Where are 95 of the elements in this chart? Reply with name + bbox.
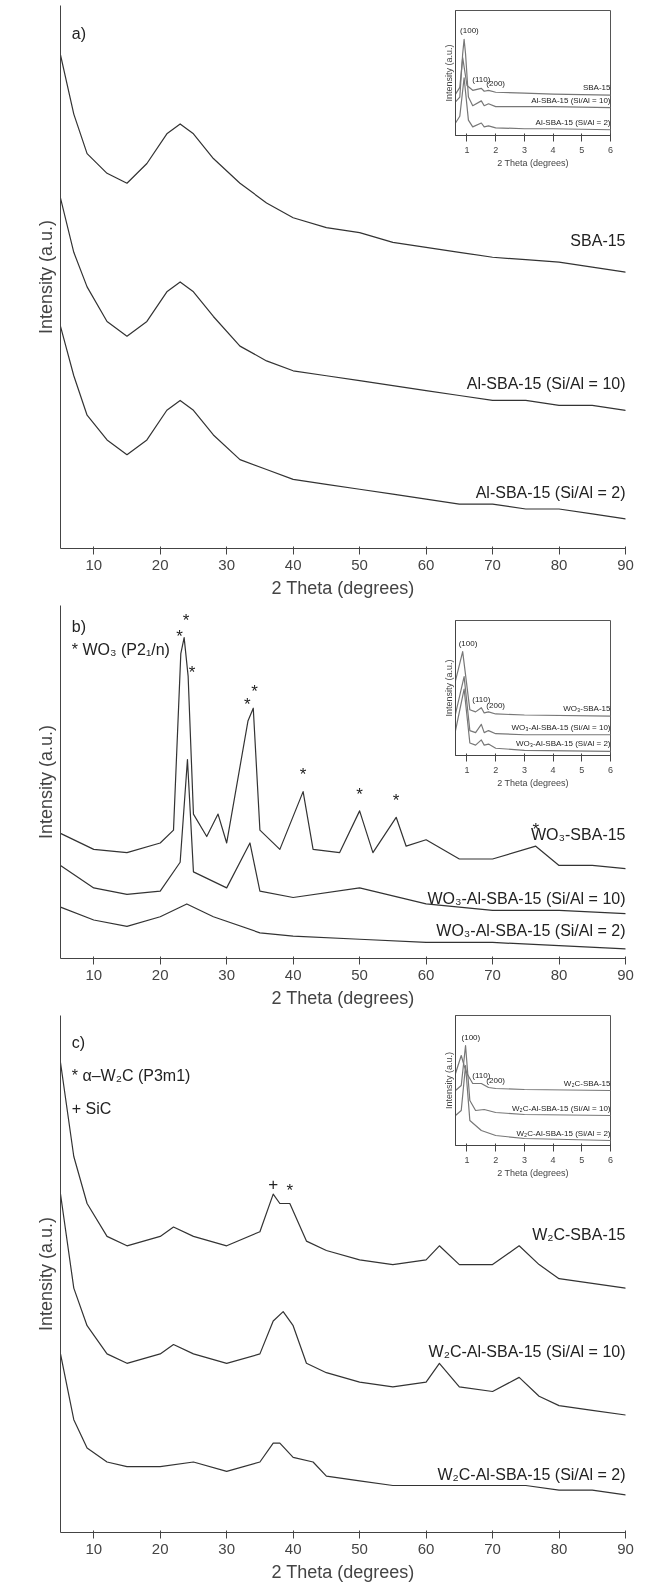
annotation: (110) (472, 1070, 491, 1080)
series-label: W₂C-Al-SBA-15 (Si/Al = 2) (437, 1465, 626, 1483)
series-label: Al-SBA-15 (Si/Al = 2) (475, 484, 626, 502)
y-axis-title: Intensity (a.u.) (443, 44, 454, 102)
x-tick-label: 1 (464, 144, 470, 155)
x-tick-label: 90 (617, 1539, 634, 1557)
series-label: Al-SBA-15 (Si/Al = 2) (535, 117, 611, 127)
x-tick-label: 1 (464, 764, 470, 775)
series-label: WO₃-Al-SBA-15 (Si/Al = 2) (436, 922, 626, 940)
y-axis-title: Intensity (a.u.) (35, 219, 56, 335)
text: a) (71, 25, 87, 43)
x-tick-label: 90 (617, 555, 634, 573)
x-axis-title: 2 Theta (degrees) (497, 777, 569, 788)
annotation: * α–W₂C (P3m1) (71, 1067, 191, 1085)
annotation: * (188, 662, 196, 682)
x-tick-label: 4 (550, 144, 556, 155)
x-tick-label: 10 (85, 555, 103, 573)
annotation: * (299, 765, 307, 785)
series-label: W₂C-Al-SBA-15 (Si/Al = 10) (512, 1103, 611, 1113)
annotation: + SiC (71, 1100, 112, 1118)
series-label: Al-SBA-15 (Si/Al = 10) (531, 95, 611, 105)
text: b) (71, 618, 87, 636)
annotation: (100) (460, 26, 480, 36)
y-axis-title: Intensity (a.u.) (443, 659, 454, 717)
x-tick-label: 40 (284, 965, 302, 983)
x-tick-label: 5 (579, 764, 585, 775)
annotation: * (286, 1180, 294, 1200)
x-tick-label: 40 (284, 1539, 302, 1557)
x-tick-label: 50 (351, 555, 368, 573)
series-label: WO₃-Al-SBA-15 (Si/Al = 2) (515, 739, 611, 749)
x-tick-label: 10 (85, 1539, 103, 1557)
annotation: * (392, 791, 400, 811)
x-tick-label: 30 (218, 1539, 236, 1557)
x-tick-label: 6 (608, 144, 614, 155)
series-label: W₂C-Al-SBA-15 (Si/Al = 2) (516, 1128, 611, 1138)
x-tick-label: 6 (608, 764, 614, 775)
annotation: * (251, 681, 259, 701)
x-tick-label: 2 (493, 764, 499, 775)
x-tick-label: 3 (521, 1154, 527, 1165)
x-tick-label: 60 (417, 965, 435, 983)
x-tick-label: 30 (218, 555, 236, 573)
annotation: * WO₃ (P2₁/n) (71, 640, 170, 658)
y-axis-title: Intensity (a.u.) (35, 724, 56, 840)
annotation: (100) (458, 638, 478, 648)
x-tick-label: 40 (284, 555, 302, 573)
series-label: W₂C-SBA-15 (563, 1078, 612, 1088)
series-label: SBA-15 (570, 232, 626, 250)
x-tick-label: 90 (617, 965, 634, 983)
annotation: + (268, 1175, 279, 1195)
x-tick-label: 50 (351, 1539, 368, 1557)
x-tick-label: 5 (579, 1154, 585, 1165)
annotation: (110) (472, 694, 491, 704)
series-label: W₂C-SBA-15 (532, 1225, 626, 1243)
series-label: WO₃-Al-SBA-15 (Si/Al = 10) (511, 722, 611, 732)
text: c) (71, 1034, 86, 1052)
x-tick-label: 60 (417, 1539, 435, 1557)
x-tick-label: 1 (464, 1154, 470, 1165)
series-label: W₂C-Al-SBA-15 (Si/Al = 10) (428, 1343, 626, 1361)
annotation: * (243, 694, 251, 714)
x-axis-title: 2 Theta (degrees) (271, 577, 415, 598)
x-tick-label: 30 (218, 965, 236, 983)
y-axis-title: Intensity (a.u.) (443, 1051, 454, 1110)
x-tick-label: 70 (484, 965, 501, 983)
x-axis-title: 2 Theta (degrees) (271, 987, 415, 1008)
series-label: SBA-15 (582, 83, 612, 93)
x-tick-label: 70 (484, 1539, 501, 1557)
x-tick-label: 50 (351, 965, 368, 983)
annotation: * (176, 627, 184, 647)
x-tick-label: 80 (550, 965, 568, 983)
x-tick-label: 70 (484, 555, 501, 573)
x-tick-label: 3 (521, 144, 527, 155)
x-tick-label: 10 (85, 965, 103, 983)
x-tick-label: 80 (550, 555, 568, 573)
x-axis-title: 2 Theta (degrees) (497, 1167, 569, 1178)
x-tick-label: 60 (417, 555, 435, 573)
annotation: * (182, 611, 190, 631)
x-tick-label: 20 (151, 555, 169, 573)
x-tick-label: 2 (493, 1154, 499, 1165)
y-axis-title: Intensity (a.u.) (35, 1216, 56, 1332)
x-tick-label: 20 (151, 965, 169, 983)
x-axis-title: 2 Theta (degrees) (271, 1561, 415, 1582)
x-tick-label: 2 (493, 144, 499, 155)
x-tick-label: 80 (550, 1539, 568, 1557)
x-tick-label: 20 (151, 1539, 169, 1557)
x-tick-label: 4 (550, 764, 556, 775)
x-tick-label: 5 (579, 144, 585, 155)
annotation: (100) (461, 1032, 481, 1042)
annotation: * (356, 784, 364, 804)
series-label: Al-SBA-15 (Si/Al = 10) (466, 375, 626, 393)
x-tick-label: 6 (608, 1154, 614, 1165)
series-label: WO₃-Al-SBA-15 (Si/Al = 10) (427, 890, 626, 908)
series-label: WO₃-SBA-15 (563, 704, 612, 714)
x-axis-title: 2 Theta (degrees) (497, 157, 569, 168)
x-tick-label: 4 (550, 1154, 556, 1165)
x-tick-label: 3 (521, 764, 527, 775)
